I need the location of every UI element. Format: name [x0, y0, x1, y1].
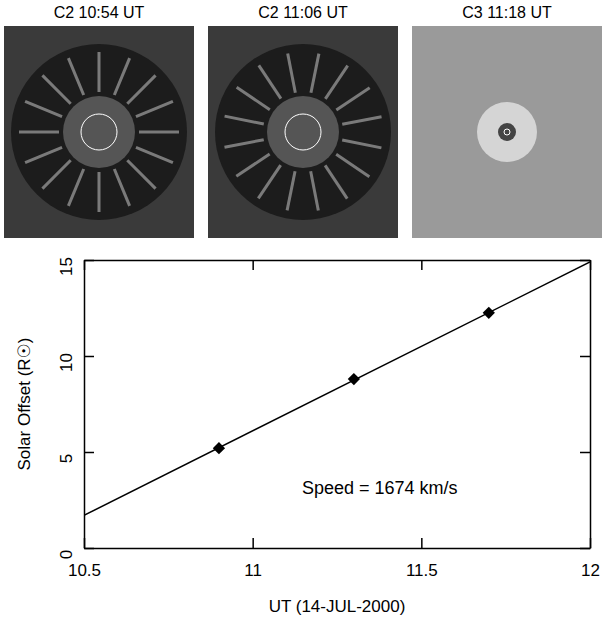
- occulter: [267, 96, 339, 168]
- tick-label: 15: [57, 257, 76, 276]
- streamer: [288, 53, 296, 92]
- panel-title: C2 11:06 UT: [258, 4, 348, 21]
- tick: [580, 452, 590, 453]
- tick-mark: [84, 452, 94, 454]
- tick: [580, 356, 590, 357]
- image-panel: C2 10:54 UT: [4, 4, 194, 238]
- tick: [421, 260, 422, 270]
- tick-mark: [252, 538, 254, 548]
- streamer: [42, 75, 70, 103]
- tick-label: 12: [581, 561, 600, 580]
- tick-mark: [421, 538, 423, 548]
- streamer: [114, 169, 129, 206]
- image-panel: C2 11:06 UT: [208, 4, 398, 238]
- coronagraph-image: [4, 26, 194, 238]
- tick-mark: [580, 260, 590, 262]
- field-of-view: [11, 44, 187, 220]
- tick-mark: [580, 356, 590, 358]
- tick: 10: [57, 353, 94, 372]
- tick-mark: [84, 548, 94, 550]
- field-of-view: [215, 44, 391, 220]
- streamer: [68, 58, 83, 95]
- tick: [580, 548, 590, 549]
- tick: 0: [57, 549, 94, 560]
- streamer: [224, 140, 263, 148]
- tick-label: 11: [244, 561, 262, 580]
- tick-mark: [84, 356, 94, 358]
- x-axis-title: UT (14-JUL-2000): [269, 597, 406, 616]
- tick-mark: [580, 548, 590, 550]
- tick-label: 0: [57, 550, 76, 559]
- image-panel: C3 11:18 UT: [412, 4, 602, 238]
- streamer: [325, 165, 347, 198]
- streamer: [342, 117, 381, 125]
- tick-mark: [580, 452, 590, 454]
- streamer: [136, 147, 173, 162]
- streamer: [325, 66, 347, 99]
- streamer: [342, 140, 381, 148]
- solar-limb: [285, 114, 321, 150]
- streamer: [25, 147, 62, 162]
- plot-marks: [84, 262, 590, 515]
- figure: C2 10:54 UTC2 11:06 UTC3 11:18 UT10.5111…: [0, 0, 606, 624]
- tick: [580, 260, 590, 261]
- streamer: [311, 54, 319, 93]
- streamer: [25, 101, 62, 116]
- tick-label: 10: [57, 353, 76, 372]
- solar-limb: [81, 114, 117, 150]
- streamer: [336, 88, 369, 110]
- streamer: [68, 169, 83, 206]
- annotation: Speed = 1674 km/s: [302, 478, 458, 498]
- tick-mark: [252, 260, 254, 270]
- streamer: [225, 116, 264, 124]
- streamer: [236, 154, 269, 176]
- streamer: [19, 131, 59, 134]
- tick: 5: [57, 453, 94, 464]
- streamer: [42, 160, 70, 188]
- axis-line: [85, 548, 591, 550]
- data-point: [348, 373, 360, 385]
- streamer: [139, 131, 179, 134]
- tick: 11: [244, 538, 262, 580]
- axis-line: [590, 261, 592, 549]
- streamer: [287, 171, 295, 210]
- panel-title: C3 11:18 UT: [462, 4, 552, 21]
- x-axis-top: [85, 260, 591, 270]
- y-axis-title: Solar Offset (R☉): [15, 337, 34, 470]
- streamer: [311, 171, 319, 210]
- axis-line: [84, 261, 86, 549]
- tick-mark: [421, 260, 423, 270]
- occulter: [498, 123, 516, 141]
- tick: 15: [57, 257, 94, 276]
- streamer: [127, 75, 155, 103]
- streamer: [136, 101, 173, 116]
- halo: [477, 102, 537, 162]
- solar-limb: [504, 129, 510, 135]
- streamer: [336, 154, 369, 176]
- y-axis-right: [580, 261, 591, 549]
- tick-label: 10.5: [68, 561, 101, 580]
- streamer: [258, 165, 280, 198]
- streamer: [98, 172, 101, 212]
- panel-title: C2 10:54 UT: [54, 4, 145, 21]
- streamer: [259, 65, 281, 98]
- tick: [253, 260, 254, 270]
- coronagraph-image: [208, 26, 398, 238]
- occulter: [63, 96, 135, 168]
- tick-label: 5: [57, 454, 76, 463]
- streamer: [237, 87, 270, 109]
- tick: 11.5: [406, 538, 438, 580]
- x-axis: 10.5 11 11.5 12: [68, 538, 600, 580]
- streamer: [98, 52, 101, 92]
- tick-label: 11.5: [406, 561, 438, 580]
- streamer: [127, 160, 155, 188]
- streamer: [114, 58, 129, 95]
- axis-line: [85, 260, 591, 262]
- tick-mark: [84, 260, 94, 262]
- coronagraph-image: [412, 26, 602, 238]
- fit-line: [84, 262, 590, 515]
